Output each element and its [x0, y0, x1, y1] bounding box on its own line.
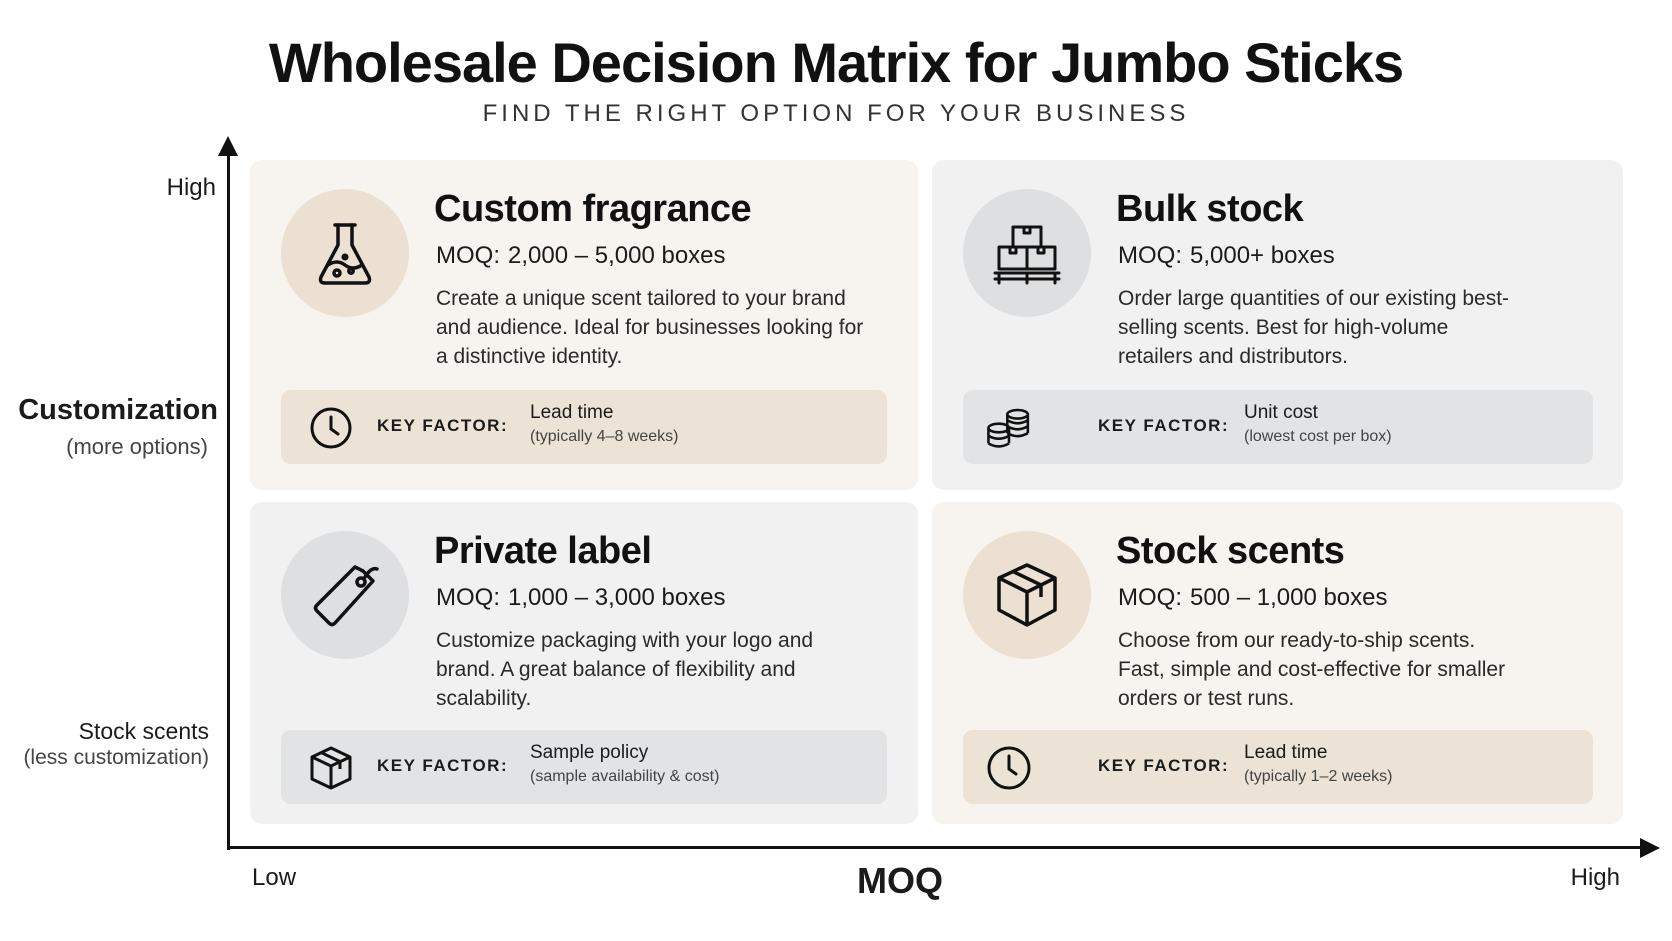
flask-icon	[281, 189, 409, 317]
key-factor-note: (typically 4–8 weeks)	[530, 428, 679, 445]
clock-icon	[310, 407, 352, 449]
box-icon	[310, 746, 352, 790]
key-factor-label: KEY FACTOR:	[377, 416, 509, 435]
moq-value: 5,000+ boxes	[1190, 242, 1335, 269]
key-factor-box: KEY FACTOR: Sample policy (sample availa…	[281, 730, 887, 804]
y-axis-arrowhead	[218, 136, 238, 156]
key-factor-value: Unit cost	[1244, 402, 1318, 423]
quadrant-bulk-stock: Bulk stock MOQ: 5,000+ boxes Order large …	[932, 160, 1623, 490]
y-axis-title: Customization	[18, 394, 218, 426]
key-factor-label: KEY FACTOR:	[1098, 756, 1230, 775]
quadrant-description: Choose from our ready-to-ship scents. Fa…	[1118, 629, 1506, 710]
x-axis-low-label: Low	[252, 864, 297, 891]
moq-label: MOQ:	[436, 242, 500, 269]
moq-value: 500 – 1,000 boxes	[1190, 584, 1388, 611]
key-factor-note: (typically 1–2 weeks)	[1244, 768, 1393, 785]
page-subtitle: FIND THE RIGHT OPTION FOR YOUR BUSINESS	[482, 100, 1190, 127]
tag-icon	[281, 531, 409, 659]
quadrant-description: Customize packaging with your logo and b…	[436, 629, 814, 710]
moq-line: MOQ: 1,000 – 3,000 boxes	[436, 584, 726, 612]
x-axis-high-label: High	[1570, 864, 1620, 891]
key-factor-value: Lead time	[1244, 742, 1328, 763]
pallet-boxes-icon	[963, 189, 1091, 317]
moq-line: MOQ: 2,000 – 5,000 boxes	[436, 242, 726, 270]
quadrant-custom-fragrance: Custom fragrance MOQ: 2,000 – 5,000 boxes…	[250, 160, 918, 490]
key-factor-label: KEY FACTOR:	[377, 756, 509, 775]
clock-icon	[987, 746, 1031, 790]
key-factor-value: Sample policy	[530, 742, 649, 763]
y-axis-low-label: Stock scents	[78, 718, 209, 744]
y-axis-line	[227, 150, 230, 850]
quadrant-private-label: Private label MOQ: 1,000 – 3,000 boxes Cu…	[250, 502, 918, 824]
key-factor-box: KEY FACTOR: Lead time (typically 4–8 wee…	[281, 390, 887, 464]
moq-label: MOQ:	[1118, 242, 1182, 269]
quadrant-title: Bulk stock	[1116, 188, 1304, 230]
y-axis-low-sublabel: (less customization)	[23, 746, 209, 769]
key-factor-note: (sample availability & cost)	[530, 768, 720, 785]
quadrant-title: Custom fragrance	[434, 188, 752, 230]
moq-line: MOQ: 5,000+ boxes	[1118, 242, 1335, 270]
key-factor-value: Lead time	[530, 402, 614, 423]
key-factor-box: KEY FACTOR: Lead time (typically 1–2 wee…	[963, 730, 1593, 804]
quadrant-description: Create a unique scent tailored to your b…	[436, 287, 864, 368]
moq-label: MOQ:	[436, 584, 500, 611]
y-axis-high-label: High	[166, 174, 216, 201]
key-factor-box: KEY FACTOR: Unit cost (lowest cost per b…	[963, 390, 1593, 464]
y-axis-subtitle: (more options)	[66, 434, 208, 459]
moq-line: MOQ: 500 – 1,000 boxes	[1118, 584, 1388, 612]
quadrant-title: Stock scents	[1116, 530, 1345, 572]
key-factor-note: (lowest cost per box)	[1244, 428, 1392, 445]
quadrant-stock-scents: Stock scents MOQ: 500 – 1,000 boxes Choos…	[932, 502, 1623, 824]
moq-value: 2,000 – 5,000 boxes	[508, 242, 726, 269]
page-title: Wholesale Decision Matrix for Jumbo Stic…	[268, 31, 1404, 94]
box-icon	[963, 531, 1091, 659]
key-factor-label: KEY FACTOR:	[1098, 416, 1230, 435]
moq-label: MOQ:	[1118, 584, 1182, 611]
moq-value: 1,000 – 3,000 boxes	[508, 584, 726, 611]
coins-icon	[987, 408, 1030, 448]
x-axis-arrowhead	[1640, 838, 1660, 858]
quadrant-title: Private label	[434, 530, 652, 572]
quadrant-description: Order large quantities of our existing b…	[1118, 287, 1510, 368]
x-axis-line	[227, 846, 1642, 849]
x-axis-title: MOQ	[857, 860, 943, 901]
